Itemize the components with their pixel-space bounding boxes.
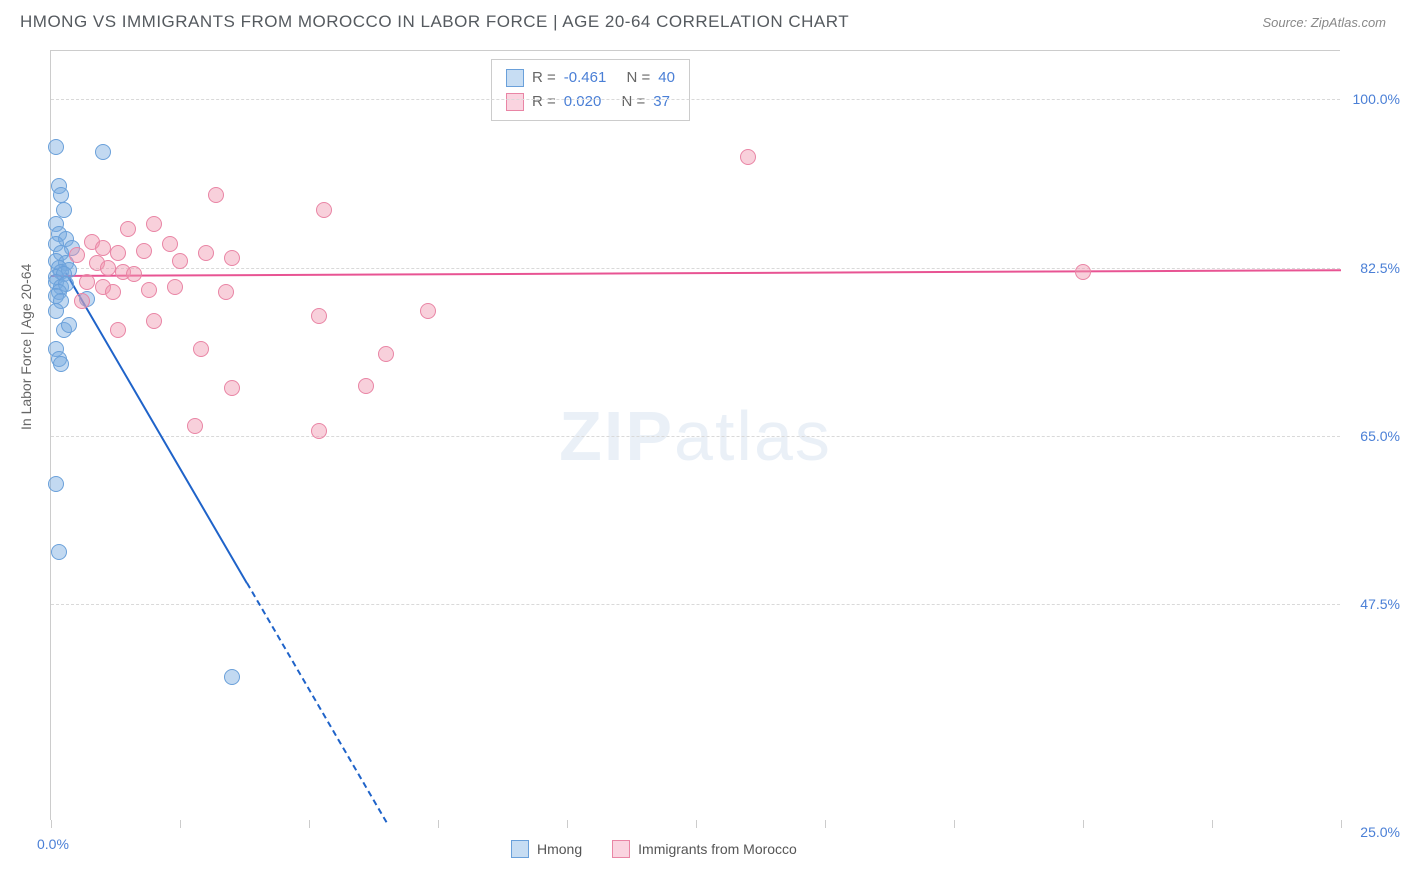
- stats-r-value-1: 0.020: [564, 90, 602, 114]
- data-point: [95, 144, 111, 160]
- x-tick: [51, 820, 52, 828]
- x-tick: [954, 820, 955, 828]
- data-point: [141, 282, 157, 298]
- legend-item-hmong: Hmong: [511, 840, 582, 858]
- x-tick-label: 0.0%: [37, 836, 69, 852]
- data-point: [74, 293, 90, 309]
- chart-plot-area: ZIPatlas R = -0.461 N = 40 R = 0.020 N =…: [50, 50, 1340, 820]
- legend-swatch-hmong: [511, 840, 529, 858]
- x-tick: [309, 820, 310, 828]
- data-point: [420, 303, 436, 319]
- data-point: [136, 243, 152, 259]
- gridline: [51, 436, 1340, 437]
- stats-row-morocco: R = 0.020 N = 37: [506, 90, 675, 114]
- data-point: [61, 317, 77, 333]
- x-tick: [567, 820, 568, 828]
- stats-n-label: N =: [626, 66, 650, 90]
- chart-header: HMONG VS IMMIGRANTS FROM MOROCCO IN LABO…: [0, 0, 1406, 40]
- data-point: [378, 346, 394, 362]
- data-point: [311, 423, 327, 439]
- data-point: [48, 476, 64, 492]
- stats-n-value-0: 40: [658, 66, 675, 90]
- gridline: [51, 604, 1340, 605]
- legend-item-morocco: Immigrants from Morocco: [612, 840, 797, 858]
- data-point: [358, 378, 374, 394]
- x-tick-label: 25.0%: [1360, 824, 1400, 840]
- data-point: [198, 245, 214, 261]
- data-point: [316, 202, 332, 218]
- data-point: [311, 308, 327, 324]
- data-point: [146, 216, 162, 232]
- y-axis-label: In Labor Force | Age 20-64: [18, 264, 34, 430]
- data-point: [79, 274, 95, 290]
- data-point: [120, 221, 136, 237]
- data-point: [105, 284, 121, 300]
- legend-label-morocco: Immigrants from Morocco: [638, 841, 797, 857]
- y-tick-label: 65.0%: [1345, 428, 1400, 444]
- data-point: [51, 544, 67, 560]
- x-tick: [696, 820, 697, 828]
- trend-line: [246, 583, 387, 823]
- stats-r-label: R =: [532, 66, 556, 90]
- data-point: [162, 236, 178, 252]
- y-tick-label: 82.5%: [1345, 260, 1400, 276]
- data-point: [53, 187, 69, 203]
- source-label: Source: ZipAtlas.com: [1262, 15, 1386, 30]
- data-point: [48, 303, 64, 319]
- x-tick: [438, 820, 439, 828]
- data-point: [218, 284, 234, 300]
- trend-line: [51, 269, 1341, 277]
- data-point: [1075, 264, 1091, 280]
- data-point: [56, 202, 72, 218]
- data-point: [53, 356, 69, 372]
- data-point: [172, 253, 188, 269]
- legend-swatch-morocco: [612, 840, 630, 858]
- data-point: [224, 669, 240, 685]
- stats-row-hmong: R = -0.461 N = 40: [506, 66, 675, 90]
- x-tick: [1212, 820, 1213, 828]
- swatch-hmong: [506, 69, 524, 87]
- data-point: [110, 322, 126, 338]
- y-tick-label: 100.0%: [1345, 91, 1400, 107]
- data-point: [146, 313, 162, 329]
- y-tick-label: 47.5%: [1345, 596, 1400, 612]
- gridline: [51, 99, 1340, 100]
- stats-n-value-1: 37: [653, 90, 670, 114]
- data-point: [126, 266, 142, 282]
- data-point: [208, 187, 224, 203]
- chart-title: HMONG VS IMMIGRANTS FROM MOROCCO IN LABO…: [20, 12, 849, 32]
- stats-r-value-0: -0.461: [564, 66, 607, 90]
- data-point: [48, 139, 64, 155]
- data-point: [110, 245, 126, 261]
- x-tick: [180, 820, 181, 828]
- x-tick: [1341, 820, 1342, 828]
- x-tick: [825, 820, 826, 828]
- data-point: [224, 380, 240, 396]
- stats-r-label-1: R =: [532, 90, 556, 114]
- data-point: [100, 260, 116, 276]
- data-point: [187, 418, 203, 434]
- legend-label-hmong: Hmong: [537, 841, 582, 857]
- swatch-morocco: [506, 93, 524, 111]
- bottom-legend: Hmong Immigrants from Morocco: [511, 840, 797, 858]
- data-point: [740, 149, 756, 165]
- data-point: [167, 279, 183, 295]
- data-point: [69, 247, 85, 263]
- data-point: [224, 250, 240, 266]
- stats-legend: R = -0.461 N = 40 R = 0.020 N = 37: [491, 59, 690, 121]
- gridline: [51, 268, 1340, 269]
- x-tick: [1083, 820, 1084, 828]
- stats-n-label-1: N =: [621, 90, 645, 114]
- data-point: [193, 341, 209, 357]
